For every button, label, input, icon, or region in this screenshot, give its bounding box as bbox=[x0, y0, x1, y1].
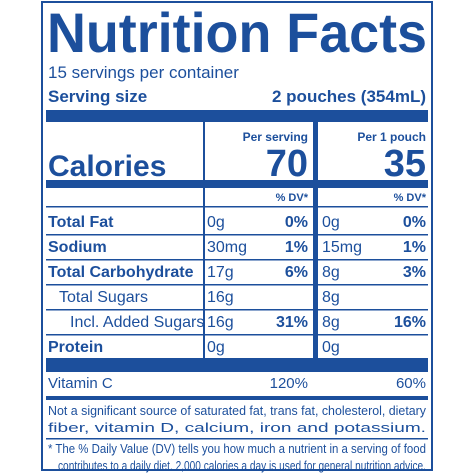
daily-value: 16% bbox=[394, 314, 426, 331]
daily-value: 0% bbox=[403, 214, 426, 231]
amount: 8g bbox=[322, 289, 340, 306]
amount: 0g bbox=[207, 214, 225, 231]
nutrient-name: Sodium bbox=[48, 239, 107, 256]
amount: 0g bbox=[322, 214, 340, 231]
rule bbox=[46, 284, 428, 286]
daily-value: 31% bbox=[276, 314, 308, 331]
thick-rule bbox=[46, 110, 428, 122]
calories-label: Calories bbox=[48, 150, 166, 183]
column-rule bbox=[203, 122, 205, 372]
title: Nutrition Facts bbox=[47, 1, 427, 64]
rule bbox=[46, 396, 428, 400]
rule bbox=[46, 438, 428, 440]
daily-value: 1% bbox=[403, 239, 426, 256]
amount: 8g bbox=[322, 264, 340, 281]
daily-value: 3% bbox=[403, 264, 426, 281]
amount: 0g bbox=[322, 339, 340, 356]
rule bbox=[46, 234, 428, 236]
footnote: contributes to a daily diet. 2,000 calor… bbox=[58, 459, 426, 473]
nutrient-name: Total Fat bbox=[48, 214, 114, 231]
nutrient-name: Total Carbohydrate bbox=[48, 264, 194, 281]
calories-value: 70 bbox=[266, 143, 308, 185]
column-heading: Per serving bbox=[243, 130, 308, 144]
rule bbox=[46, 309, 428, 311]
footnote: fiber, vitamin D, calcium, iron and pota… bbox=[48, 421, 426, 435]
rule bbox=[46, 334, 428, 336]
dv-header: % DV* bbox=[276, 192, 309, 204]
daily-value: 1% bbox=[285, 239, 308, 256]
amount: 8g bbox=[322, 314, 340, 331]
amount: 16g bbox=[207, 314, 234, 331]
column-rule bbox=[313, 122, 318, 372]
nutrient-name: Incl. Added Sugars bbox=[70, 314, 204, 331]
dv-header: % DV* bbox=[394, 192, 427, 204]
nutrient-name: Protein bbox=[48, 339, 103, 356]
amount: 15mg bbox=[322, 239, 362, 256]
amount: 17g bbox=[207, 264, 234, 281]
calories-value: 35 bbox=[384, 143, 426, 185]
daily-value: 6% bbox=[285, 264, 308, 281]
amount: 30mg bbox=[207, 239, 247, 256]
nutrient-name: Total Sugars bbox=[59, 289, 148, 306]
rule bbox=[46, 206, 428, 208]
servings: 15 servings per container bbox=[48, 63, 239, 82]
label-border bbox=[41, 1, 433, 471]
daily-value: 0% bbox=[285, 214, 308, 231]
vitamin-dv: 120% bbox=[270, 375, 308, 392]
footnote: Not a significant source of saturated fa… bbox=[48, 404, 427, 418]
vitamin-dv: 60% bbox=[396, 375, 426, 392]
amount: 16g bbox=[207, 289, 234, 306]
rule bbox=[46, 358, 428, 372]
footnote: * The % Daily Value (DV) tells you how m… bbox=[48, 442, 426, 456]
column-heading: Per 1 pouch bbox=[357, 130, 426, 144]
serving-size-label: Serving size bbox=[48, 87, 147, 106]
serving-size-value: 2 pouches (354mL) bbox=[272, 87, 426, 106]
vitamin-name: Vitamin C bbox=[48, 375, 113, 392]
rule bbox=[46, 259, 428, 261]
amount: 0g bbox=[207, 339, 225, 356]
medium-rule bbox=[46, 180, 428, 188]
